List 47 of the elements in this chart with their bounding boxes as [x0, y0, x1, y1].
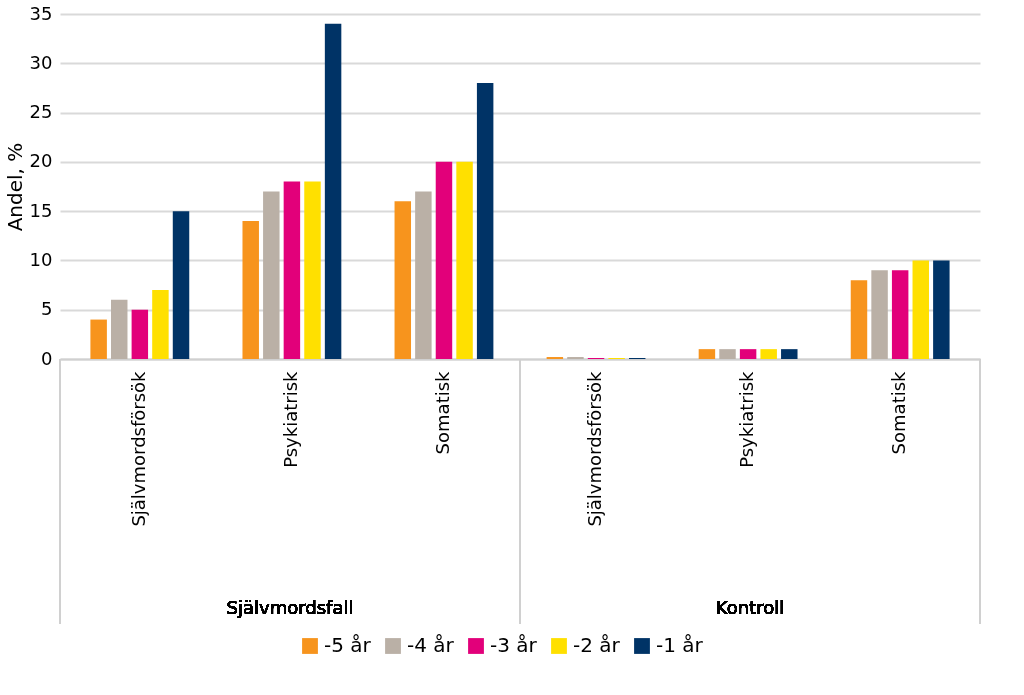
y-tick-label: 0 [41, 347, 53, 369]
bar [698, 349, 716, 359]
bar [912, 260, 929, 359]
legend-label: -4 år [407, 633, 455, 657]
legend-label: -1 år [656, 633, 704, 657]
legend-label: -5 år [324, 633, 372, 657]
bar [111, 299, 128, 359]
x-tick-label: Psykiatrisk [736, 370, 758, 468]
text: Självmordsfall [226, 597, 354, 618]
bar [131, 309, 149, 359]
x-tick-label: Psykiatrisk [279, 370, 301, 468]
y-tick-label: 25 [29, 101, 53, 123]
x-tick-label: Självmordsförsök [127, 370, 149, 527]
y-axis-title: Andel, % [2, 142, 27, 232]
bar [90, 319, 107, 359]
bar [283, 181, 301, 359]
bar [435, 161, 453, 359]
y-tick-label: 20 [29, 150, 53, 172]
bar [263, 191, 280, 359]
bar [719, 349, 736, 359]
y-tick-label: 15 [29, 199, 53, 221]
bar [304, 181, 321, 359]
y-tick-label: 5 [41, 298, 53, 320]
bar [739, 349, 757, 359]
y-tick-label: 10 [29, 248, 53, 270]
legend-label: -3 år [490, 633, 538, 657]
bar [394, 201, 412, 359]
bar [760, 349, 777, 359]
bar [242, 221, 259, 359]
bar [871, 270, 888, 359]
bar [933, 260, 950, 359]
legend-label: -2 år [573, 633, 621, 657]
bar [891, 270, 909, 359]
bar [415, 191, 432, 359]
x-tick-label: Somatisk [888, 370, 910, 455]
bar [476, 83, 494, 359]
bar [152, 290, 169, 359]
bar [324, 23, 342, 359]
bar [172, 211, 190, 359]
x-tick-label: Somatisk [431, 370, 453, 455]
y-tick-label: 35 [29, 2, 53, 24]
bar [850, 280, 868, 359]
x-tick-label: Självmordsförsök [584, 370, 606, 527]
bar [456, 161, 473, 359]
bar [781, 349, 798, 359]
y-tick-label: 30 [29, 51, 53, 73]
text: Kontroll [715, 597, 785, 618]
